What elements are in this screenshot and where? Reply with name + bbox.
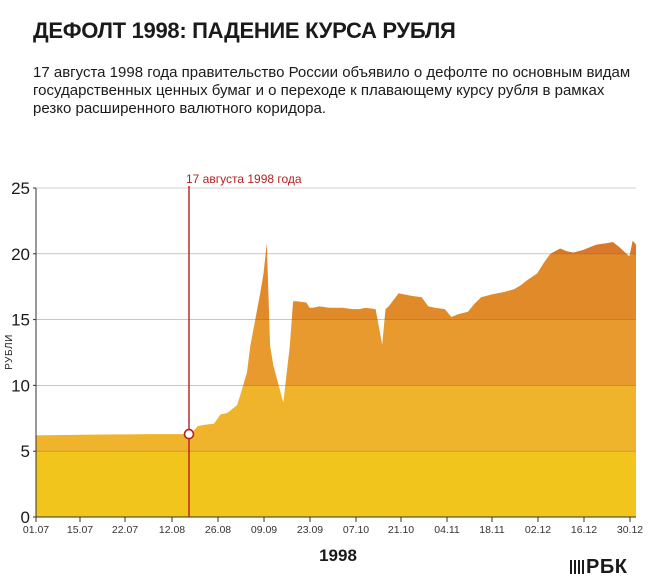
x-tick-label: 02.12 bbox=[525, 524, 551, 536]
x-tick-label: 15.07 bbox=[67, 524, 93, 536]
y-tick-label: 15 bbox=[11, 311, 30, 330]
rbc-logo-icon bbox=[570, 560, 584, 574]
y-tick-label: 10 bbox=[11, 376, 30, 395]
chart-title: ДЕФОЛТ 1998: ПАДЕНИЕ КУРСА РУБЛЯ bbox=[33, 18, 456, 43]
y-tick-label: 0 bbox=[21, 508, 30, 527]
default-date-marker bbox=[183, 428, 195, 440]
x-axis-label: 1998 bbox=[319, 546, 357, 565]
chart-description: 17 августа 1998 года правительство Росси… bbox=[33, 64, 631, 117]
area-band bbox=[36, 240, 636, 254]
area-band bbox=[36, 451, 636, 517]
area-band bbox=[36, 319, 636, 386]
x-tick-label: 01.07 bbox=[23, 524, 49, 536]
x-tick-label: 09.09 bbox=[251, 524, 277, 536]
x-tick-label: 21.10 bbox=[388, 524, 414, 536]
x-tick-label: 16.12 bbox=[571, 524, 597, 536]
area-band bbox=[36, 385, 636, 452]
x-tick-label: 12.08 bbox=[159, 524, 185, 536]
x-tick-label: 07.10 bbox=[343, 524, 369, 536]
y-tick-label: 25 bbox=[11, 179, 30, 198]
y-tick-label: 5 bbox=[21, 442, 30, 461]
x-tick-label: 30.12 bbox=[617, 524, 643, 536]
y-tick-label: 20 bbox=[11, 245, 30, 264]
x-tick-label: 18.11 bbox=[479, 524, 505, 536]
x-tick-label: 04.11 bbox=[434, 524, 460, 536]
rbc-logo: РБК bbox=[570, 556, 627, 579]
x-tick-label: 26.08 bbox=[205, 524, 231, 536]
rbc-logo-text: РБК bbox=[586, 556, 628, 578]
area-band bbox=[36, 253, 636, 320]
x-tick-label: 22.07 bbox=[112, 524, 138, 536]
y-axis-label: РУБЛИ bbox=[4, 334, 15, 370]
default-date-label: 17 августа 1998 года bbox=[186, 172, 302, 186]
x-tick-label: 23.09 bbox=[297, 524, 323, 536]
